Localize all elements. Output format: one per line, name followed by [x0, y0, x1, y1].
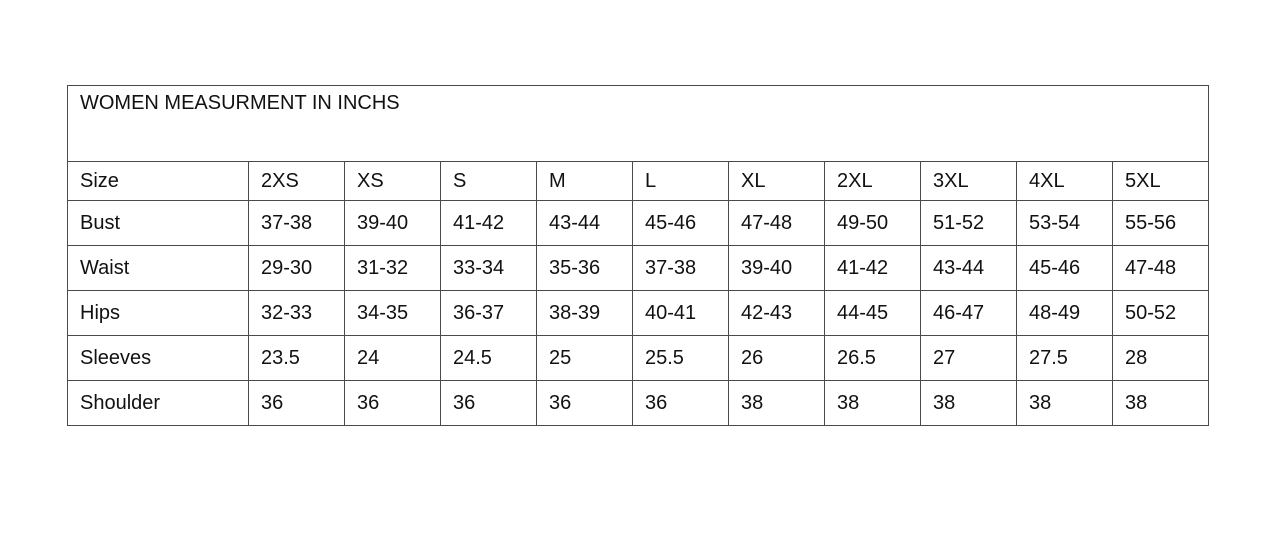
header-cell-4xl: 4XL: [1016, 161, 1113, 201]
table-row-bust: Bust 37-38 39-40 41-42 43-44 45-46 47-48…: [67, 200, 1210, 246]
header-cell-m: M: [536, 161, 633, 201]
table-row-sleeves: Sleeves 23.5 24 24.5 25 25.5 26 26.5 27 …: [67, 335, 1210, 381]
data-cell: 37-38: [248, 200, 345, 246]
table-row-waist: Waist 29-30 31-32 33-34 35-36 37-38 39-4…: [67, 245, 1210, 291]
data-cell: 38: [824, 380, 921, 426]
data-cell: 23.5: [248, 335, 345, 381]
data-cell: 24.5: [440, 335, 537, 381]
data-cell: 43-44: [536, 200, 633, 246]
data-cell: 37-38: [632, 245, 729, 291]
data-cell: 53-54: [1016, 200, 1113, 246]
header-cell-3xl: 3XL: [920, 161, 1017, 201]
table-title-row: WOMEN MEASURMENT IN INCHS: [66, 85, 1210, 162]
data-cell: 45-46: [632, 200, 729, 246]
header-cell-5xl: 5XL: [1111, 161, 1210, 201]
header-cell-s: S: [440, 161, 537, 201]
data-cell: 42-43: [728, 290, 825, 336]
data-cell: 36: [248, 380, 345, 426]
data-cell: 49-50: [824, 200, 921, 246]
data-cell: 25: [536, 335, 633, 381]
data-cell: 44-45: [824, 290, 921, 336]
data-cell: 24: [344, 335, 441, 381]
data-cell: 26: [728, 335, 825, 381]
data-cell: 36: [440, 380, 537, 426]
row-label: Sleeves: [67, 335, 249, 381]
row-label: Bust: [67, 200, 249, 246]
data-cell: 25.5: [632, 335, 729, 381]
data-cell: 38: [728, 380, 825, 426]
data-cell: 38: [920, 380, 1017, 426]
data-cell: 36: [536, 380, 633, 426]
data-cell: 47-48: [728, 200, 825, 246]
table-row-shoulder: Shoulder 36 36 36 36 36 38 38 38 38 38: [67, 380, 1210, 426]
table-header-row: Size 2XS XS S M L XL 2XL 3XL 4XL 5XL: [67, 161, 1210, 201]
data-cell: 32-33: [248, 290, 345, 336]
row-label: Shoulder: [67, 380, 249, 426]
data-cell: 36: [632, 380, 729, 426]
data-cell: 51-52: [920, 200, 1017, 246]
header-cell-2xs: 2XS: [248, 161, 345, 201]
header-cell-xs: XS: [344, 161, 441, 201]
header-cell-size: Size: [67, 161, 249, 201]
data-cell: 47-48: [1111, 245, 1210, 291]
row-label: Waist: [67, 245, 249, 291]
data-cell: 38: [1016, 380, 1113, 426]
data-cell: 46-47: [920, 290, 1017, 336]
data-cell: 45-46: [1016, 245, 1113, 291]
header-cell-l: L: [632, 161, 729, 201]
data-cell: 48-49: [1016, 290, 1113, 336]
data-cell: 39-40: [728, 245, 825, 291]
data-cell: 28: [1111, 335, 1210, 381]
data-cell: 41-42: [824, 245, 921, 291]
row-label: Hips: [67, 290, 249, 336]
data-cell: 36-37: [440, 290, 537, 336]
data-cell: 55-56: [1111, 200, 1210, 246]
data-cell: 33-34: [440, 245, 537, 291]
data-cell: 38-39: [536, 290, 633, 336]
size-chart-container: WOMEN MEASURMENT IN INCHS Size 2XS XS S …: [66, 85, 1210, 426]
data-cell: 26.5: [824, 335, 921, 381]
data-cell: 39-40: [344, 200, 441, 246]
data-cell: 27: [920, 335, 1017, 381]
data-cell: 31-32: [344, 245, 441, 291]
data-cell: 38: [1111, 380, 1210, 426]
table-title: WOMEN MEASURMENT IN INCHS: [66, 85, 1210, 162]
women-measurement-table: WOMEN MEASURMENT IN INCHS Size 2XS XS S …: [66, 85, 1210, 426]
data-cell: 27.5: [1016, 335, 1113, 381]
data-cell: 34-35: [344, 290, 441, 336]
data-cell: 43-44: [920, 245, 1017, 291]
data-cell: 35-36: [536, 245, 633, 291]
table-row-hips: Hips 32-33 34-35 36-37 38-39 40-41 42-43…: [67, 290, 1210, 336]
header-cell-xl: XL: [728, 161, 825, 201]
data-cell: 29-30: [248, 245, 345, 291]
data-cell: 40-41: [632, 290, 729, 336]
data-cell: 41-42: [440, 200, 537, 246]
header-cell-2xl: 2XL: [824, 161, 921, 201]
data-cell: 36: [344, 380, 441, 426]
data-cell: 50-52: [1111, 290, 1210, 336]
